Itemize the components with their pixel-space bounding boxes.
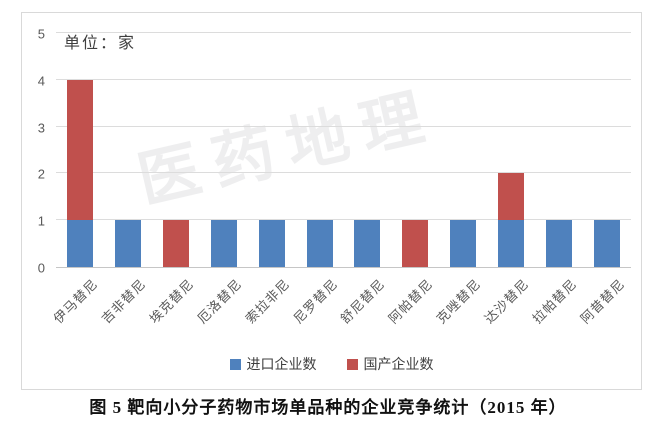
y-axis-tick-label: 2: [37, 166, 45, 182]
bar-11: [546, 220, 573, 267]
legend: 进口企业数 国产企业数: [22, 354, 641, 374]
bar-3: [162, 220, 189, 267]
x-axis-label: 克唑替尼: [433, 276, 485, 327]
y-axis-tick-label: 0: [37, 260, 45, 276]
bar-segment-import: [354, 220, 381, 267]
x-axis-label: 索拉非尼: [242, 276, 293, 327]
x-axis-label: 达沙替尼: [481, 276, 532, 327]
y-axis-tick-label: 5: [37, 26, 45, 42]
bar-segment-import: [594, 220, 621, 267]
figure-caption: 图 5 靶向小分子药物市场单品种的企业竞争统计（2015 年）: [89, 398, 567, 417]
x-axis-label: 埃克替尼: [146, 276, 197, 327]
bar-9: [450, 220, 477, 267]
legend-label: 国产企业数: [363, 356, 434, 372]
bar-8: [402, 220, 429, 267]
gridline: [56, 219, 631, 221]
bar-segment-domestic: [66, 79, 93, 221]
bar-slot: [56, 34, 104, 267]
x-axis-label: 阿帕替尼: [385, 276, 437, 327]
bar-slot: [487, 34, 535, 267]
bar-segment-import: [546, 220, 573, 267]
bars-layer: [56, 34, 631, 267]
bar-slot: [439, 34, 487, 267]
bar-slot: [583, 34, 631, 267]
bar-segment-import: [306, 220, 333, 267]
bar-10: [498, 173, 525, 267]
x-axis-label: 阿昔替尼: [577, 276, 628, 327]
gridline: [56, 32, 631, 33]
plot-area: [56, 32, 631, 268]
bar-12: [594, 220, 621, 267]
bar-4: [210, 220, 237, 267]
bar-segment-import: [258, 220, 285, 267]
x-axis-label: 伊马替尼: [50, 276, 101, 327]
x-axis-label: 尼罗替尼: [290, 276, 341, 327]
bar-2: [114, 220, 141, 267]
bar-slot: [104, 34, 152, 267]
y-axis-tick-label: 3: [37, 120, 45, 136]
x-axis-label: 拉帕替尼: [529, 276, 580, 327]
bar-segment-import: [498, 220, 525, 267]
bar-segment-import: [66, 220, 93, 267]
bar-slot: [344, 34, 392, 267]
x-axis-label: 厄洛替尼: [194, 276, 245, 327]
legend-swatch-import: [229, 358, 241, 370]
legend-swatch-domestic: [346, 358, 358, 370]
bar-segment-domestic: [402, 220, 429, 267]
gridline: [56, 125, 631, 127]
x-axis-label: 吉非替尼: [98, 276, 149, 327]
y-axis-tick-label: 1: [37, 213, 45, 229]
bar-segment-domestic: [162, 220, 189, 267]
bar-segment-import: [210, 220, 237, 267]
bar-6: [306, 220, 333, 267]
bar-segment-domestic: [498, 173, 525, 221]
bar-7: [354, 220, 381, 267]
bar-segment-import: [114, 220, 141, 267]
legend-label: 进口企业数: [246, 356, 317, 372]
bar-5: [258, 220, 285, 267]
bar-slot: [152, 34, 200, 267]
gridline: [56, 172, 631, 174]
bar-slot: [296, 34, 344, 267]
x-axis-labels: 伊马替尼 吉非替尼 埃克替尼 厄洛替尼 索拉非尼 尼罗替尼 舒尼替尼 阿帕替尼 克唑替尼 达沙替尼…: [22, 268, 641, 356]
bar-slot: [248, 34, 296, 267]
unit-label: 单位：家: [64, 35, 137, 52]
bar-segment-import: [450, 220, 477, 267]
bar-slot: [391, 34, 439, 267]
y-axis: 0 1 2 3 4 5: [22, 27, 50, 276]
x-axis-label: 舒尼替尼: [337, 276, 389, 327]
bar-1: [66, 79, 93, 267]
bar-slot: [535, 34, 583, 267]
legend-item-import: 进口企业数: [229, 354, 317, 374]
y-axis-tick-label: 4: [37, 73, 45, 89]
gridline: [56, 78, 631, 80]
legend-item-domestic: 国产企业数: [346, 354, 434, 374]
bar-slot: [200, 34, 248, 267]
